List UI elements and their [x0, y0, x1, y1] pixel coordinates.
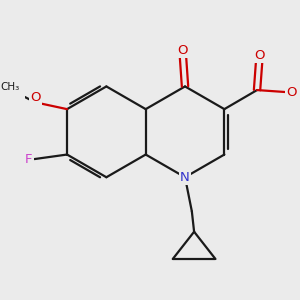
Text: CH₃: CH₃ [1, 82, 20, 92]
Text: F: F [25, 153, 33, 166]
Text: O: O [286, 86, 296, 99]
Text: O: O [254, 49, 265, 62]
Text: O: O [30, 91, 40, 104]
Text: O: O [178, 44, 188, 57]
Text: N: N [180, 171, 190, 184]
